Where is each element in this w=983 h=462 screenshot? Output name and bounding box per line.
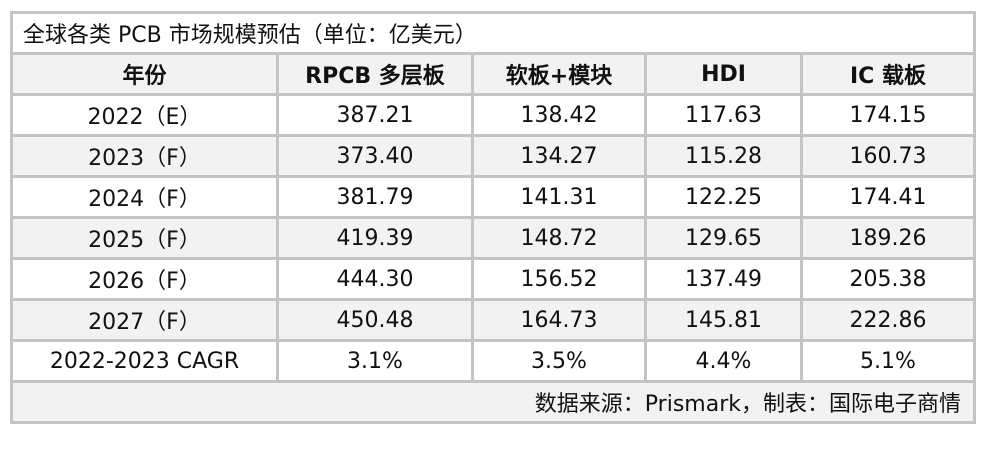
table-cell: 419.39 [276, 216, 474, 260]
table-cell: 134.27 [471, 134, 647, 178]
table-cell: 117.63 [644, 93, 803, 137]
table-cell: 2024（F） [10, 175, 279, 219]
table-cell: 450.48 [276, 298, 474, 342]
table-row: 2025（F） 419.39 148.72 129.65 189.26 [10, 216, 976, 260]
cagr-row: 2022-2023 CAGR 3.1% 3.5% 4.4% 5.1% [10, 339, 976, 383]
table-cell: 205.38 [800, 257, 976, 301]
table-cell: 444.30 [276, 257, 474, 301]
header-row: 年份 RPCB 多层板 软板+模块 HDI IC 载板 [10, 52, 976, 96]
table-cell: 174.15 [800, 93, 976, 137]
table-row: 2022（E） 387.21 138.42 117.63 174.15 [10, 93, 976, 137]
table-cell: 160.73 [800, 134, 976, 178]
table-cell: 189.26 [800, 216, 976, 260]
table-cell: 387.21 [276, 93, 474, 137]
table-cell: 156.52 [471, 257, 647, 301]
table-cell: 141.31 [471, 175, 647, 219]
table-row: 2026（F） 444.30 156.52 137.49 205.38 [10, 257, 976, 301]
source-note: 数据来源：Prismark，制表：国际电子商情 [10, 380, 976, 424]
table-cell: 164.73 [471, 298, 647, 342]
table-cell: 174.41 [800, 175, 976, 219]
table-row: 2027（F） 450.48 164.73 145.81 222.86 [10, 298, 976, 342]
table-cell: 3.1% [276, 339, 474, 383]
table-cell: 5.1% [800, 339, 976, 383]
table-cell: 2027（F） [10, 298, 279, 342]
header-year: 年份 [10, 52, 279, 96]
table-cell: 145.81 [644, 298, 803, 342]
table-cell: 129.65 [644, 216, 803, 260]
table-cell: 3.5% [471, 339, 647, 383]
table-cell: 373.40 [276, 134, 474, 178]
header-hdi: HDI [644, 52, 803, 96]
pcb-market-table: 全球各类 PCB 市场规模预估（单位：亿美元） 年份 RPCB 多层板 软板+模… [10, 11, 976, 424]
table-cell: 137.49 [644, 257, 803, 301]
table-row: 2024（F） 381.79 141.31 122.25 174.41 [10, 175, 976, 219]
table-cell: 148.72 [471, 216, 647, 260]
table-cell: 222.86 [800, 298, 976, 342]
table-cell: 115.28 [644, 134, 803, 178]
table-cell: 2023（F） [10, 134, 279, 178]
header-ic: IC 载板 [800, 52, 976, 96]
table-cell: 138.42 [471, 93, 647, 137]
table-cell: 2026（F） [10, 257, 279, 301]
header-flex: 软板+模块 [471, 52, 647, 96]
table-title: 全球各类 PCB 市场规模预估（单位：亿美元） [10, 11, 976, 55]
table-cell: 2022-2023 CAGR [10, 339, 279, 383]
table-cell: 2025（F） [10, 216, 279, 260]
table-cell: 2022（E） [10, 93, 279, 137]
table-cell: 381.79 [276, 175, 474, 219]
table-cell: 4.4% [644, 339, 803, 383]
table-cell: 122.25 [644, 175, 803, 219]
header-rpcb: RPCB 多层板 [276, 52, 474, 96]
table-row: 2023（F） 373.40 134.27 115.28 160.73 [10, 134, 976, 178]
